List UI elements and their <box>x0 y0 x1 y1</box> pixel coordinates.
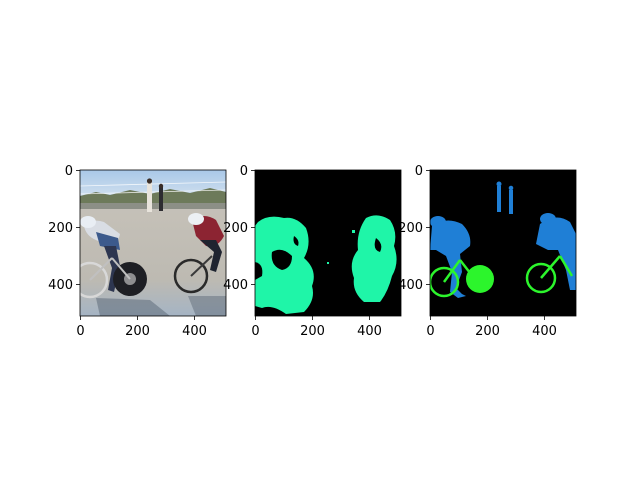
x-tick-label: 0 <box>426 324 434 339</box>
x-tick-label: 400 <box>532 324 557 339</box>
person-mask-spectators <box>496 181 514 214</box>
x-tick-label: 400 <box>357 324 382 339</box>
y-tick-label: 0 <box>240 164 248 179</box>
photo-frame <box>79 169 227 317</box>
x-tick-label: 200 <box>475 324 500 339</box>
x-tick-label: 400 <box>182 324 207 339</box>
mask-region-right <box>351 215 397 302</box>
bicycle-mask-right <box>525 255 574 294</box>
binary-mask-panel <box>254 169 402 317</box>
person-mask-right <box>536 213 576 290</box>
x-tick-label: 200 <box>125 324 150 339</box>
instance-mask-frame <box>429 169 577 317</box>
x-tick-label: 0 <box>251 324 259 339</box>
x-tick-label: 200 <box>300 324 325 339</box>
binary-mask-frame <box>254 169 402 317</box>
y-tick-label: 200 <box>223 221 248 236</box>
photo-panel <box>79 169 227 317</box>
instance-mask-panel <box>429 169 577 317</box>
instance-mask-image <box>430 170 576 316</box>
y-tick-label: 400 <box>398 278 423 293</box>
y-tick-label: 400 <box>48 278 73 293</box>
disc-wheel-mask <box>466 265 494 293</box>
y-tick-label: 200 <box>48 221 73 236</box>
person-mask-left <box>430 216 471 298</box>
y-tick-label: 200 <box>398 221 423 236</box>
y-tick-label: 0 <box>65 164 73 179</box>
axes-layer: 0 200 400 0 200 400 0 200 400 0 200 400 0 200 400 0 200 4… <box>48 164 557 339</box>
y-tick-label: 0 <box>415 164 423 179</box>
x-tick-label: 0 <box>76 324 84 339</box>
y-tick-label: 400 <box>223 278 248 293</box>
cyclists-photo <box>80 170 226 316</box>
binary-mask-image <box>255 170 401 316</box>
